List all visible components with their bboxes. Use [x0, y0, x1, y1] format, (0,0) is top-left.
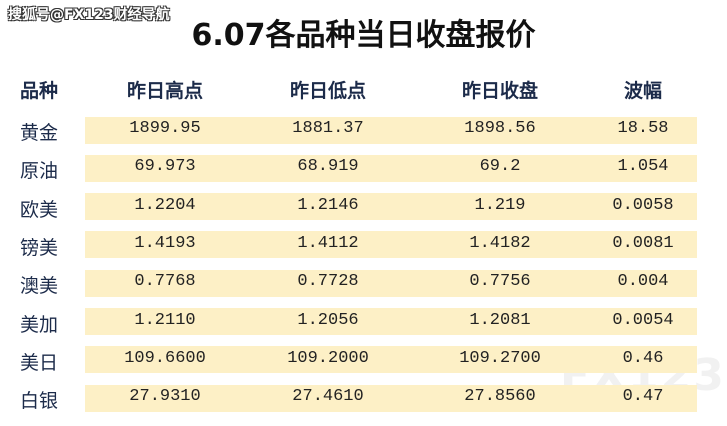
table-cell: 1.4182	[469, 233, 531, 253]
header-cell: 昨日低点	[289, 80, 367, 102]
table-cell: 0.7728	[297, 272, 359, 292]
row-band	[85, 308, 697, 335]
row-band	[85, 346, 697, 374]
table-cell: 0.0081	[612, 233, 674, 253]
table-cell: 27.8560	[464, 387, 536, 407]
row-label: 澳美	[20, 275, 59, 298]
title: 6.07各品种当日收盘报价	[191, 18, 536, 53]
table-cell: 1.2110	[134, 310, 196, 330]
header-cell: 波幅	[623, 80, 663, 102]
table-cell: 0.004	[617, 272, 669, 292]
table-cell: 1898.56	[464, 119, 536, 138]
table-cell: 1.4112	[297, 233, 359, 253]
table-cell: 1.2204	[134, 195, 196, 215]
table-cell: 27.4610	[292, 387, 364, 407]
table-cell: 1.054	[617, 157, 669, 177]
table-cell: 109.6600	[124, 348, 206, 368]
table-cell: 0.7768	[134, 272, 196, 292]
row-label: 欧美	[20, 198, 59, 221]
table-cell: 1.4193	[134, 233, 196, 253]
table-cell: 1.2146	[297, 195, 359, 215]
row-label: 美加	[20, 313, 59, 336]
row-band	[85, 231, 697, 259]
table-cell: 0.47	[622, 387, 664, 407]
table-cell: 1.219	[474, 195, 526, 215]
row-band	[85, 269, 697, 297]
table-cell: 1.2081	[469, 310, 531, 330]
table-cell: 1899.95	[129, 119, 201, 138]
header-cell: 昨日收盘	[461, 80, 539, 102]
table-cell: 0.0058	[612, 195, 674, 215]
table-cell: 69.2	[479, 157, 521, 177]
row-label: 美日	[20, 351, 59, 374]
table-cell: 68.919	[297, 157, 359, 177]
row-band	[85, 384, 697, 412]
header-cell: 品种	[20, 80, 59, 102]
table-cell: 0.0054	[612, 310, 674, 330]
table-cell: 18.58	[617, 119, 669, 138]
table-cell: 1881.37	[292, 119, 364, 138]
table-cell: 109.2700	[459, 348, 541, 368]
row-label: 黄金	[20, 122, 59, 144]
row-label: 镑美	[20, 236, 59, 259]
table-cell: 0.46	[622, 348, 664, 368]
table-cell: 0.7756	[469, 272, 531, 292]
table-cell: 109.2000	[287, 348, 369, 368]
table-cell: 69.973	[134, 157, 196, 177]
row-band	[85, 193, 697, 221]
header-cell: 昨日高点	[126, 80, 204, 102]
row-label: 白银	[20, 390, 59, 413]
row-band	[85, 116, 697, 144]
row-band	[85, 154, 697, 182]
watermark: 搜狐号@FX123财经导航	[8, 7, 170, 23]
table-cell: 1.2056	[297, 310, 359, 330]
table-cell: 27.9310	[129, 387, 201, 407]
row-label: 原油	[20, 160, 59, 183]
